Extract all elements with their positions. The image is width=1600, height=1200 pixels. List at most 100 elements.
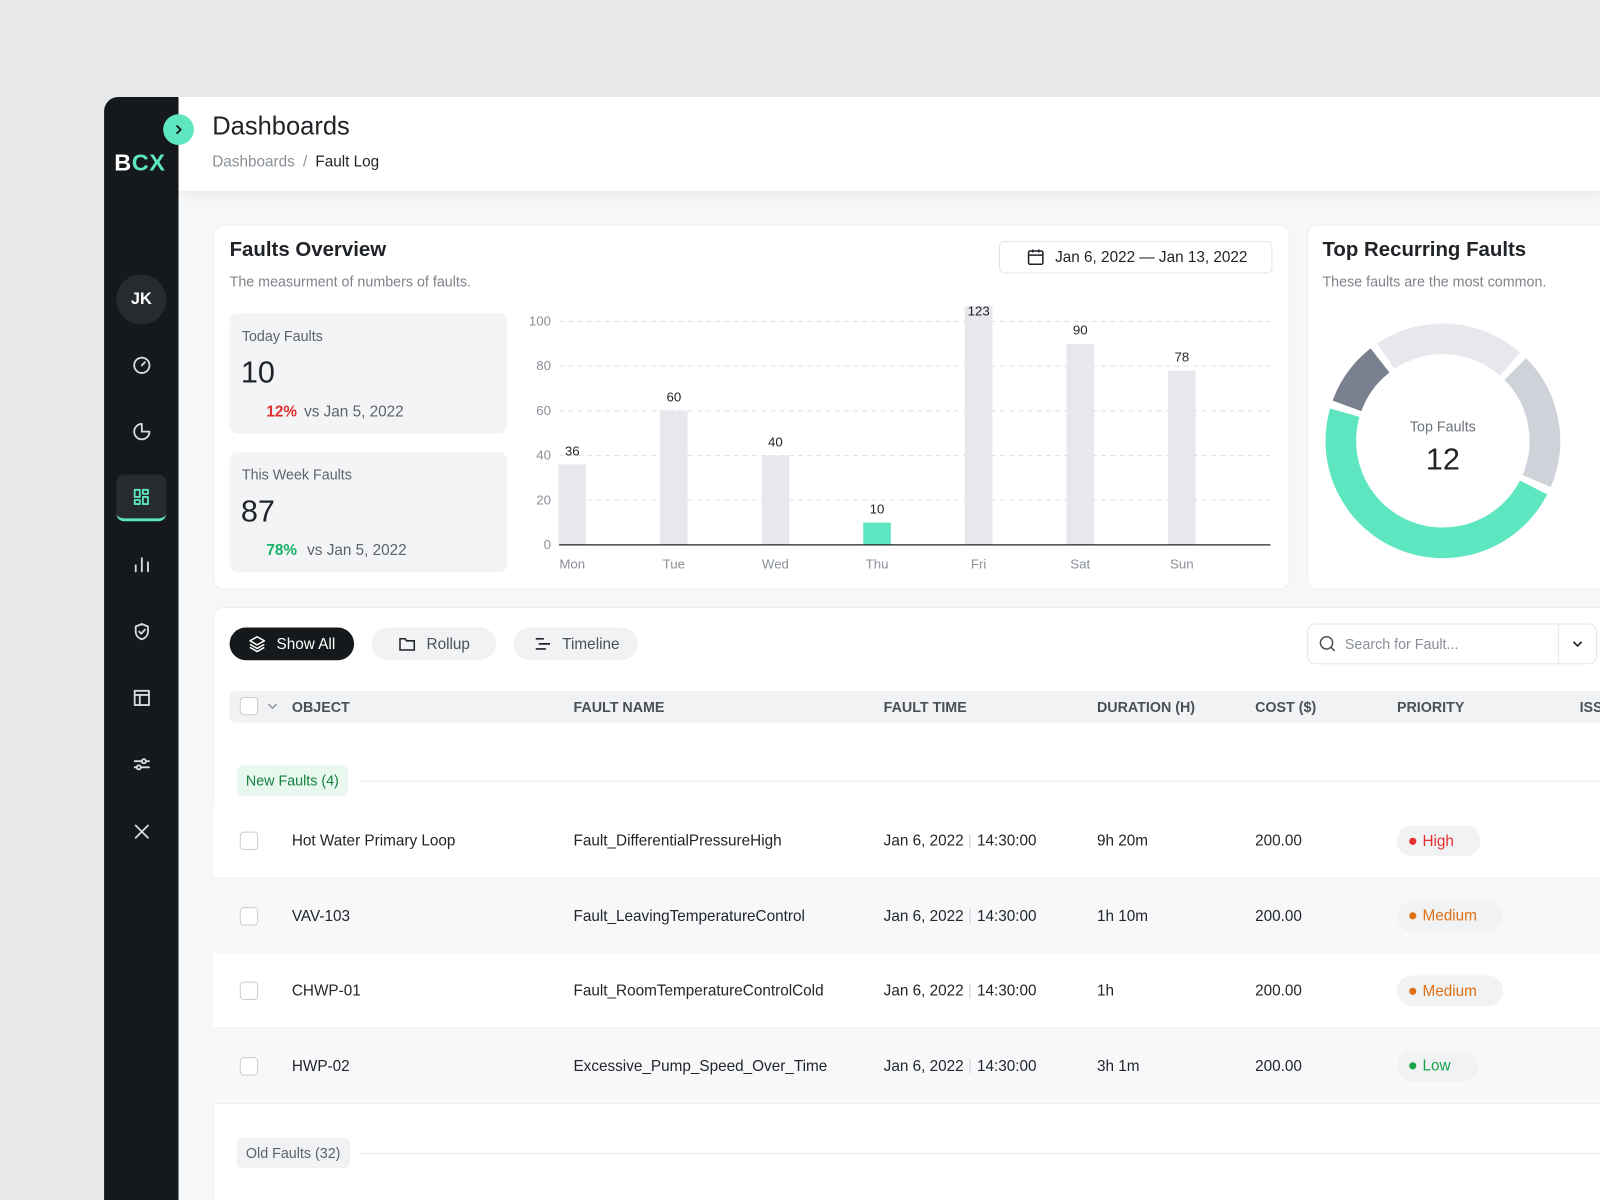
row-checkbox[interactable]	[239, 981, 259, 1000]
search-box[interactable]: Search for Fault...	[1307, 623, 1597, 665]
cost-cell: 200.00	[1255, 832, 1302, 850]
value-label: 90	[1073, 323, 1088, 338]
date-range: Jan 6, 2022 — Jan 13, 2022	[1055, 248, 1248, 266]
donut-center-label: Top Faults	[1409, 418, 1476, 435]
bar	[558, 464, 587, 545]
breadcrumb-link[interactable]: Dashboards	[212, 153, 295, 171]
stat-value: 10	[240, 356, 275, 390]
nav-pie[interactable]	[116, 408, 166, 455]
table-row	[213, 878, 1600, 954]
cost-cell: 200.00	[1255, 907, 1302, 925]
priority-dot	[1409, 987, 1417, 995]
bar	[1168, 370, 1196, 545]
object-cell: HWP-02	[291, 1057, 350, 1075]
filter-button[interactable]: Timeline	[513, 627, 638, 661]
fault-time-cell: Jan 6, 2022 14:30:00	[884, 982, 1037, 999]
priority-label: Medium	[1422, 982, 1477, 1000]
column-header: COST ($)	[1255, 698, 1317, 716]
page-title: Dashboards	[212, 112, 350, 141]
duration-cell: 3h 1m	[1096, 1057, 1140, 1075]
time-divider	[969, 1058, 971, 1073]
nav-sliders[interactable]	[116, 741, 166, 788]
time-divider	[969, 833, 971, 848]
y-tick-label: 20	[536, 492, 551, 507]
icon	[134, 623, 149, 641]
card-subtitle: These faults are the most common.	[1322, 273, 1547, 290]
priority-pill[interactable]: Medium	[1396, 975, 1504, 1007]
stat-box	[229, 313, 508, 434]
filter-label: Show All	[276, 635, 336, 653]
nav-shield[interactable]	[116, 608, 166, 655]
value-label: 40	[768, 434, 783, 449]
value-label: 60	[666, 390, 681, 405]
priority-dot	[1409, 912, 1417, 920]
fault-date: Jan 6, 2022	[883, 982, 964, 1000]
y-tick-label: 80	[536, 358, 551, 373]
priority-label: High	[1422, 832, 1454, 850]
group-label: Old Faults (32)	[236, 1137, 350, 1168]
row-checkbox[interactable]	[239, 831, 259, 850]
nav-bars[interactable]	[116, 541, 166, 588]
x-tick-label: Sun	[1170, 556, 1194, 571]
value-label: 10	[870, 501, 885, 516]
stat-label: Today Faults	[241, 327, 323, 344]
filter-label: Rollup	[426, 635, 470, 653]
nav-tools[interactable]	[116, 808, 166, 855]
fault-name-cell: Fault_RoomTemperatureControlCold	[573, 982, 824, 1000]
donut-chart	[1325, 323, 1561, 559]
donut-center-value: 12	[1425, 442, 1460, 477]
bar-chart: 0 20 40 60 80 100 Mon 36 Tue 60 Wed 40 Thu 10 Fri 123 Sa…	[529, 306, 1271, 571]
x-tick-label: Tue	[663, 556, 685, 571]
card-title: Faults Overview	[229, 238, 387, 262]
row-checkbox[interactable]	[239, 1056, 259, 1075]
card-subtitle: The measurment of numbers of faults.	[229, 273, 471, 290]
priority-pill[interactable]: Low	[1396, 1050, 1478, 1082]
donut-segment	[1325, 408, 1548, 559]
sidebar-toggle-front[interactable]	[163, 114, 194, 145]
nav-dashboards[interactable]	[116, 474, 167, 522]
date-picker[interactable]: Jan 6, 2022 — Jan 13, 2022	[998, 240, 1273, 274]
filter-button[interactable]: Rollup	[371, 627, 496, 661]
nav-speed[interactable]	[116, 342, 166, 389]
stat-compare: vs Jan 5, 2022	[304, 403, 404, 421]
priority-pill[interactable]: Medium	[1396, 900, 1504, 932]
filter-label: Timeline	[562, 635, 620, 653]
priority-pill[interactable]: High	[1396, 825, 1481, 857]
timeline-icon	[535, 637, 550, 650]
row-checkbox[interactable]	[239, 906, 259, 925]
object-cell: VAV-103	[291, 907, 350, 925]
object-cell: Hot Water Primary Loop	[291, 832, 456, 850]
select-all-checkbox[interactable]	[239, 696, 259, 716]
fault-time-cell: Jan 6, 2022 14:30:00	[884, 1057, 1037, 1074]
fault-time: 14:30:00	[976, 1057, 1037, 1075]
duration-cell: 9h 20m	[1096, 832, 1149, 850]
layers-icon	[249, 635, 266, 653]
chevron-icon	[1572, 641, 1583, 648]
fault-date: Jan 6, 2022	[883, 1057, 964, 1075]
filter-button[interactable]: Show All	[229, 627, 355, 661]
bar	[660, 410, 688, 545]
cost-cell: 200.00	[1255, 1057, 1302, 1075]
icon	[132, 423, 150, 441]
nav-layout[interactable]	[116, 674, 166, 721]
chevron-icon[interactable]	[267, 701, 278, 711]
logo-cx: CX	[131, 148, 166, 176]
column-header: DURATION (H)	[1096, 698, 1196, 716]
y-tick-label: 0	[544, 537, 551, 552]
donut-segment	[1377, 323, 1521, 376]
avatar[interactable]: JK	[116, 274, 167, 325]
stat-value: 87	[240, 494, 275, 529]
fault-date: Jan 6, 2022	[883, 907, 964, 925]
group-label: New Faults (4)	[236, 765, 348, 796]
fault-name-cell: Fault_DifferentialPressureHigh	[573, 832, 782, 850]
fault-name-cell: Excessive_Pump_Speed_Over_Time	[573, 1057, 828, 1075]
search-dropdown[interactable]	[1558, 624, 1596, 664]
fault-time-cell: Jan 6, 2022 14:30:00	[884, 832, 1037, 849]
column-header: ISS	[1579, 698, 1600, 716]
x-tick-label: Wed	[762, 556, 789, 571]
bar	[964, 306, 993, 545]
time-divider	[969, 908, 971, 923]
x-tick-label: Sat	[1070, 556, 1090, 571]
bar	[761, 455, 790, 545]
value-label: 123	[968, 306, 990, 318]
